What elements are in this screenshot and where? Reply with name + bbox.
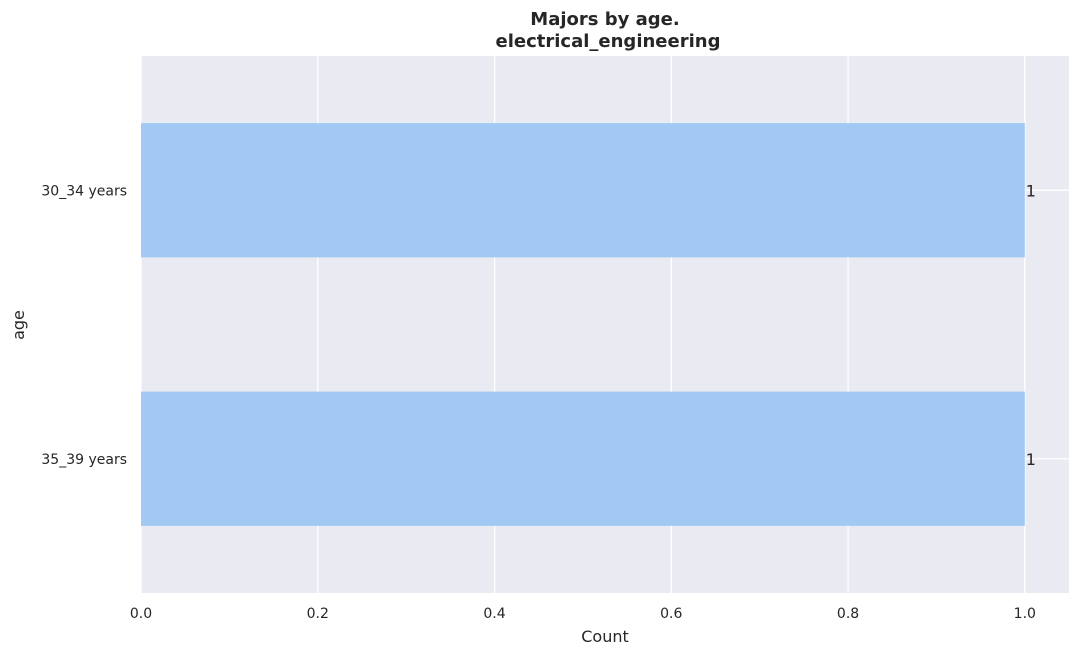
bar-value-label: 1 (1026, 450, 1036, 469)
data-labels: 11 (1026, 181, 1036, 469)
x-tick-label: 1.0 (1014, 606, 1036, 622)
bars (141, 123, 1025, 526)
x-tick-label: 0.2 (307, 606, 329, 622)
y-tick-label: 30_34 years (41, 183, 127, 199)
x-axis-label: Count (581, 627, 629, 646)
x-axis-ticks: 0.0 0.2 0.4 0.6 0.8 1.0 (130, 606, 1036, 622)
x-tick-label: 0.6 (660, 606, 682, 622)
bar (141, 391, 1025, 526)
x-tick-label: 0.8 (837, 606, 859, 622)
chart-title-line-2: electrical_engineering (496, 31, 721, 52)
x-tick-label: 0.0 (130, 606, 152, 622)
chart-title-line-1: Majors by age. (530, 9, 679, 30)
y-axis-ticks: 30_34 years 35_39 years (41, 183, 127, 468)
bar-value-label: 1 (1026, 181, 1036, 200)
x-tick-label: 0.4 (483, 606, 505, 622)
y-axis-label: age (9, 310, 28, 340)
bar (141, 123, 1025, 258)
y-tick-label: 35_39 years (41, 452, 127, 468)
